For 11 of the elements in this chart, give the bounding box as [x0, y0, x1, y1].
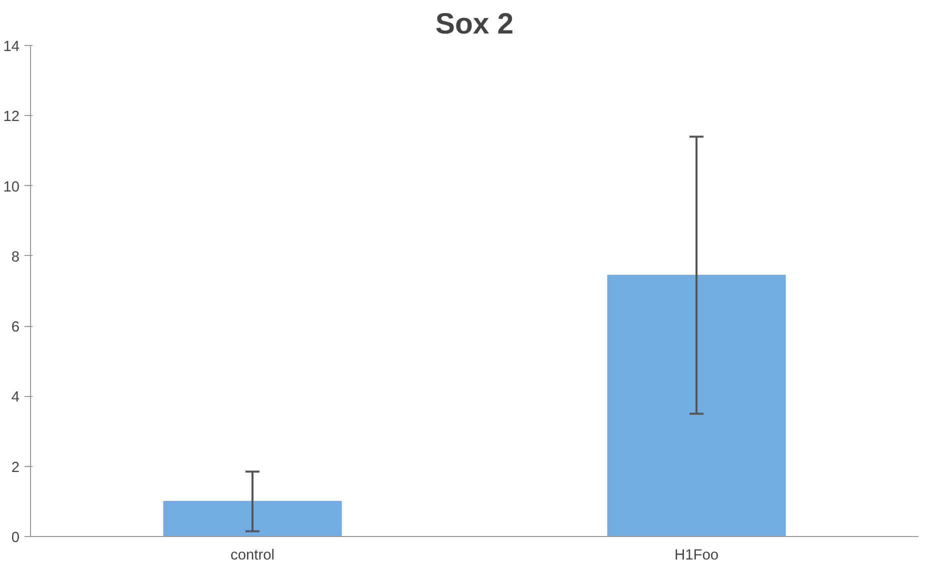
y-tick-label: 0 [11, 530, 20, 546]
chart-title: Sox 2 [435, 8, 514, 40]
x-tick-label: H1Foo [674, 548, 719, 564]
y-tick-label: 12 [3, 109, 20, 126]
y-tick-label: 14 [3, 39, 20, 55]
y-tick-label: 4 [11, 390, 20, 406]
x-tick-label: control [230, 548, 275, 564]
y-tick-label: 2 [11, 460, 20, 476]
y-tick-label: 6 [11, 320, 20, 336]
y-tick-label: 10 [3, 179, 20, 196]
y-tick-label: 8 [11, 249, 20, 266]
